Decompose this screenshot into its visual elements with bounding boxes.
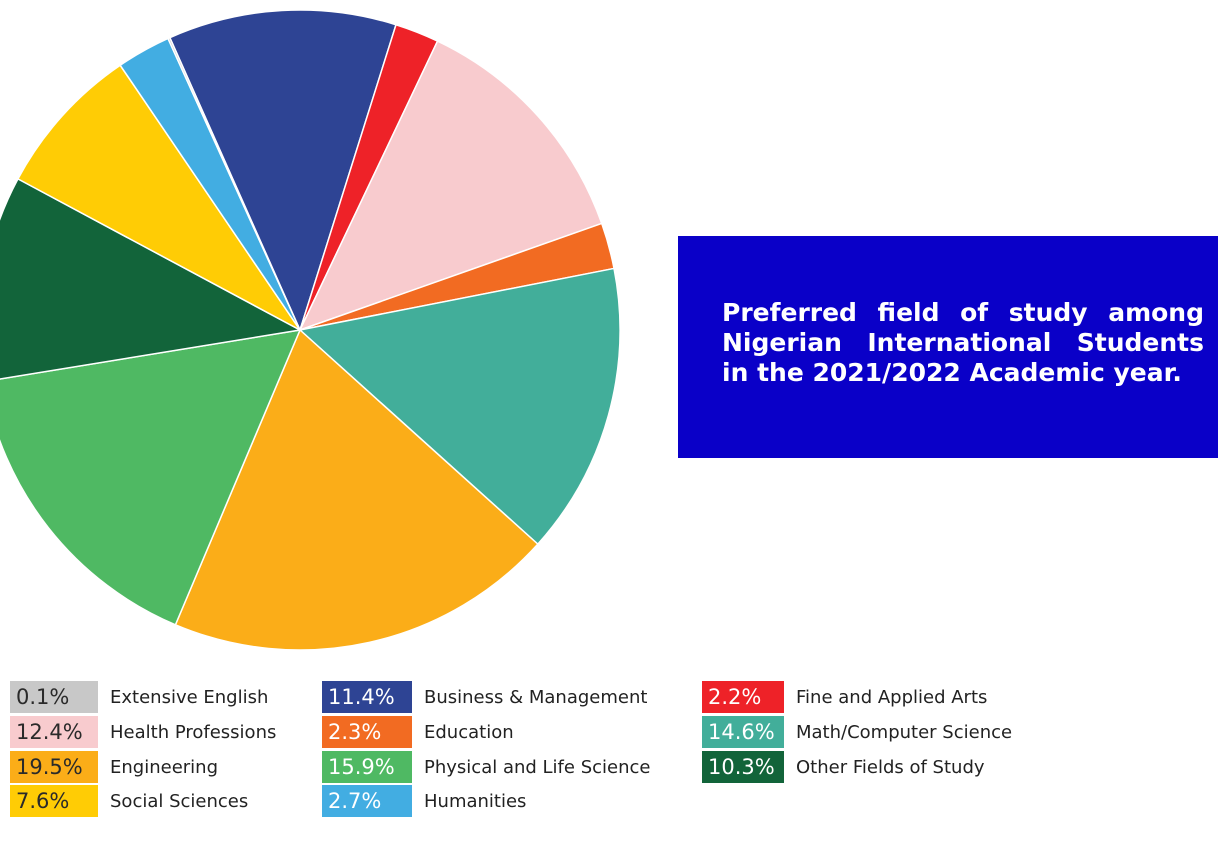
pie-slice bbox=[168, 9, 397, 333]
legend-label: Engineering bbox=[110, 757, 218, 778]
legend-value: 2.7% bbox=[328, 789, 381, 813]
legend-value: 7.6% bbox=[16, 789, 69, 813]
legend-swatch bbox=[10, 785, 98, 817]
legend-label: Math/Computer Science bbox=[796, 722, 1012, 743]
legend-label: Health Professions bbox=[110, 722, 276, 743]
legend-value: 2.2% bbox=[708, 685, 761, 709]
legend-swatch bbox=[10, 716, 98, 748]
pie-slice bbox=[174, 328, 539, 651]
pie-slice bbox=[0, 177, 303, 380]
pie-slice bbox=[0, 329, 302, 626]
legend-value: 11.4% bbox=[328, 685, 395, 709]
chart-title: Preferred field of study among Nigerian … bbox=[678, 236, 1218, 458]
legend-swatch bbox=[322, 716, 412, 748]
legend-label: Physical and Life Science bbox=[424, 757, 650, 778]
legend-label: Business & Management bbox=[424, 687, 647, 708]
legend-swatch bbox=[702, 681, 784, 713]
legend-swatch bbox=[322, 681, 412, 713]
legend-swatch bbox=[10, 751, 98, 783]
legend-value: 2.3% bbox=[328, 720, 381, 744]
legend-value: 15.9% bbox=[328, 755, 395, 779]
legend-label: Other Fields of Study bbox=[796, 757, 985, 778]
legend-label: Social Sciences bbox=[110, 791, 248, 812]
legend-swatch bbox=[322, 751, 412, 783]
pie-slice bbox=[298, 40, 603, 332]
legend-value: 0.1% bbox=[16, 685, 69, 709]
legend-value: 14.6% bbox=[708, 720, 775, 744]
pie-slice bbox=[166, 36, 301, 331]
legend-swatch bbox=[702, 751, 784, 783]
legend-value: 10.3% bbox=[708, 755, 775, 779]
legend-swatch bbox=[10, 681, 98, 713]
legend-swatch bbox=[322, 785, 412, 817]
legend-value: 19.5% bbox=[16, 755, 83, 779]
pie-slice bbox=[16, 64, 301, 331]
legend-label: Extensive English bbox=[110, 687, 268, 708]
legend-label: Humanities bbox=[424, 791, 526, 812]
legend-label: Education bbox=[424, 722, 514, 743]
pie-slice bbox=[298, 267, 621, 546]
legend-value: 12.4% bbox=[16, 720, 83, 744]
legend-label: Fine and Applied Arts bbox=[796, 687, 987, 708]
legend-swatch bbox=[702, 716, 784, 748]
